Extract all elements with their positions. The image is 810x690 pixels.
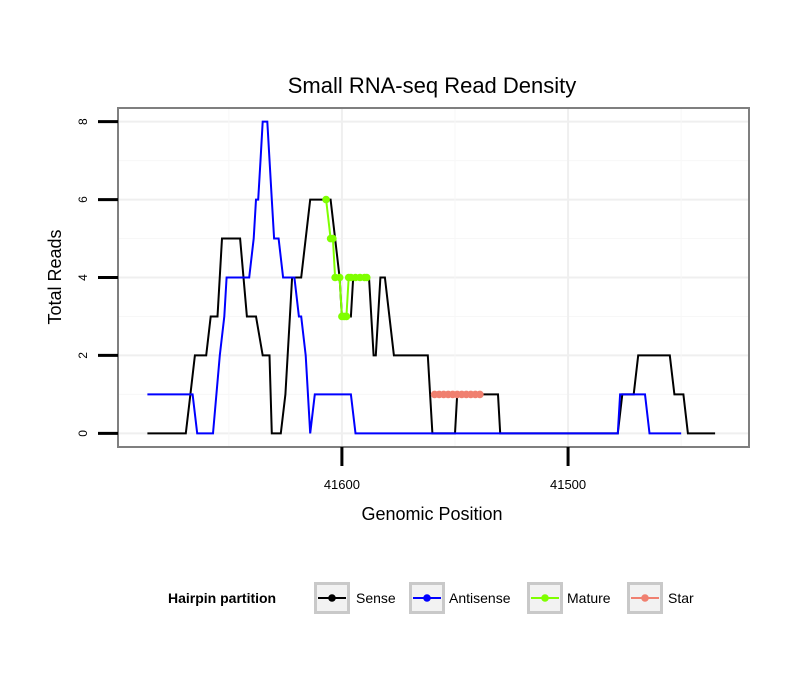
legend-label-antisense: Antisense xyxy=(449,590,511,606)
y-tick-label: 2 xyxy=(76,352,90,359)
legend-key-point-mature xyxy=(541,594,549,602)
mature-point xyxy=(322,195,330,204)
y-axis-label: Total Reads xyxy=(45,229,65,324)
chart-title: Small RNA-seq Read Density xyxy=(288,73,577,98)
mature-point xyxy=(342,312,351,321)
legend-title: Hairpin partition xyxy=(168,590,276,606)
legend-key-point-antisense xyxy=(423,594,431,602)
y-tick-label: 6 xyxy=(76,196,90,203)
x-tick-label: 41600 xyxy=(324,477,360,492)
legend: Hairpin partition Sense Antisense Mature St… xyxy=(168,582,694,614)
star-point xyxy=(476,390,484,399)
antisense-series-line xyxy=(147,120,682,435)
y-tick-label: 8 xyxy=(76,118,90,125)
mature-point xyxy=(335,273,344,282)
x-tick-label: 41500 xyxy=(550,477,586,492)
y-tick-label: 0 xyxy=(76,430,90,437)
legend-key-point-sense xyxy=(328,594,336,602)
mature-point xyxy=(329,234,337,243)
series-group xyxy=(147,120,716,435)
y-tick-label: 4 xyxy=(76,274,90,281)
legend-label-mature: Mature xyxy=(567,590,611,606)
x-axis-label: Genomic Position xyxy=(361,504,502,524)
legend-key-point-star xyxy=(641,594,649,602)
y-axis: 0 2 4 6 8 xyxy=(76,118,118,437)
legend-label-sense: Sense xyxy=(356,590,396,606)
x-axis: 41600 41500 xyxy=(324,447,586,492)
mature-point xyxy=(362,273,371,282)
legend-label-star: Star xyxy=(668,590,694,606)
